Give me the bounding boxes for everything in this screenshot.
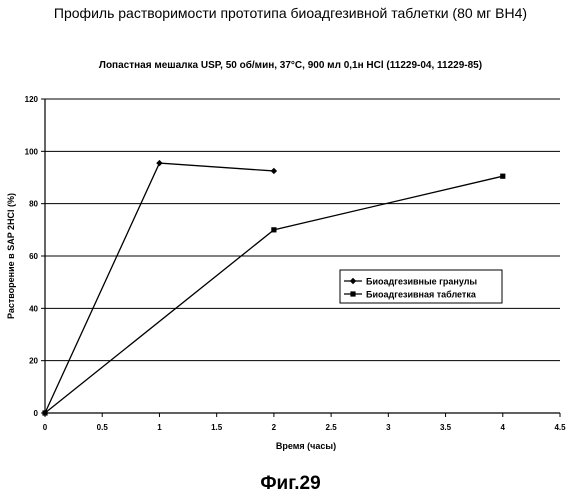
x-tick-label: 4.5 <box>554 423 566 432</box>
y-tick-label: 80 <box>29 200 38 209</box>
y-tick-label: 40 <box>29 304 38 313</box>
axes <box>41 99 560 417</box>
legend-label: Биоадгезивные гранулы <box>366 277 477 287</box>
x-tick-label: 2 <box>272 423 277 432</box>
x-tick-label: 4 <box>501 423 506 432</box>
x-tick-label: 0.5 <box>97 423 109 432</box>
y-tick-label: 0 <box>34 409 39 418</box>
data-point <box>271 168 277 174</box>
data-point <box>156 160 162 166</box>
x-axis-title: Время (часы) <box>276 441 336 451</box>
data-point <box>271 227 276 232</box>
y-tick-label: 120 <box>25 95 39 104</box>
x-tick-label: 1.5 <box>211 423 223 432</box>
x-tick-label: 3.5 <box>440 423 452 432</box>
figure-caption: Фиг.29 <box>0 473 581 495</box>
x-tick-label: 2.5 <box>326 423 338 432</box>
x-tick-labels: 0 0.5 1 1.5 2 2.5 3 3.5 4 4.5 <box>43 423 566 432</box>
x-tick-label: 3 <box>386 423 391 432</box>
y-axis-title: Растворение в SAP 2HCl (%) <box>6 193 16 319</box>
data-point <box>42 410 47 415</box>
grid-lines <box>45 99 560 361</box>
y-tick-labels: 0 20 40 60 80 100 120 <box>25 95 39 418</box>
x-tick-label: 0 <box>43 423 48 432</box>
y-tick-label: 20 <box>29 357 38 366</box>
legend: Биоадгезивные гранулы Биоадгезивная табле… <box>340 270 502 303</box>
series-line <box>45 163 274 413</box>
x-tick-label: 1 <box>157 423 162 432</box>
series-1 <box>42 160 277 416</box>
legend-marker <box>350 291 355 296</box>
legend-label: Биоадгезивная таблетка <box>366 290 477 300</box>
data-point <box>500 174 505 179</box>
y-tick-label: 100 <box>25 147 39 156</box>
y-tick-label: 60 <box>29 252 38 261</box>
